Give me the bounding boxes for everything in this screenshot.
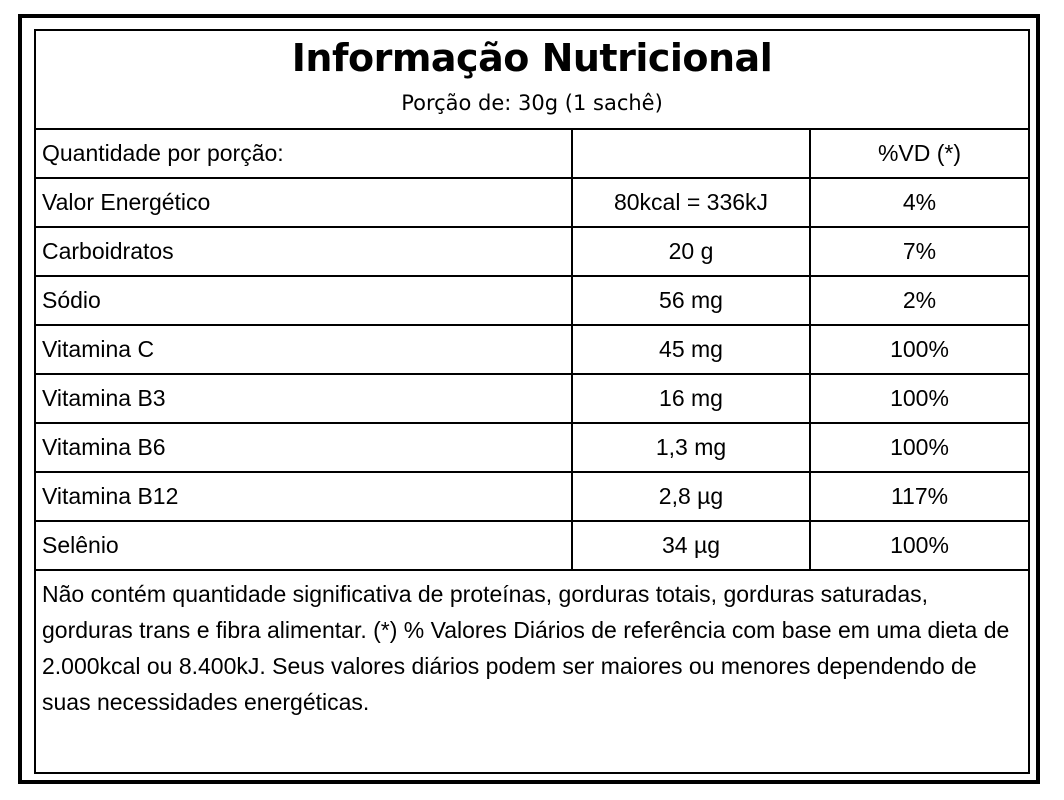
nutrient-name: Vitamina B6	[36, 423, 573, 473]
label-footnote: Não contém quantidade significativa de p…	[42, 581, 1010, 715]
nutrient-daily-value: 7%	[810, 227, 1028, 277]
label-header: Informação Nutricional Porção de: 30g (1…	[36, 31, 1028, 130]
nutrient-daily-value: 100%	[810, 374, 1028, 424]
nutrient-name: Vitamina B3	[36, 374, 573, 424]
table-row: Sódio 56 mg 2%	[36, 276, 1028, 326]
nutrient-amount: 20 g	[572, 227, 811, 277]
table-row: Vitamina B3 16 mg 100%	[36, 374, 1028, 424]
nutrition-facts-label: Informação Nutricional Porção de: 30g (1…	[34, 29, 1030, 774]
nutrient-name: Sódio	[36, 276, 573, 326]
nutrient-amount: 34 µg	[572, 521, 811, 571]
table-row: Vitamina B12 2,8 µg 117%	[36, 472, 1028, 522]
nutrient-daily-value: 100%	[810, 521, 1028, 571]
nutrient-amount: 56 mg	[572, 276, 811, 326]
nutrient-daily-value: 100%	[810, 325, 1028, 375]
header-amount	[572, 130, 811, 179]
table-header-row: Quantidade por porção: %VD (*)	[36, 130, 1028, 179]
nutrient-name: Vitamina C	[36, 325, 573, 375]
header-daily-value: %VD (*)	[810, 130, 1028, 179]
nutrient-daily-value: 2%	[810, 276, 1028, 326]
table-row: Valor Energético 80kcal = 336kJ 4%	[36, 178, 1028, 228]
serving-size: Porção de: 30g (1 sachê)	[401, 91, 663, 115]
nutrition-table: Quantidade por porção: %VD (*) Valor Ene…	[36, 130, 1028, 571]
nutrient-name: Vitamina B12	[36, 472, 573, 522]
nutrient-name: Valor Energético	[36, 178, 573, 228]
table-row: Selênio 34 µg 100%	[36, 521, 1028, 571]
nutrient-daily-value: 4%	[810, 178, 1028, 228]
nutrient-amount: 1,3 mg	[572, 423, 811, 473]
nutrient-amount: 16 mg	[572, 374, 811, 424]
nutrient-amount: 2,8 µg	[572, 472, 811, 522]
nutrient-amount: 80kcal = 336kJ	[572, 178, 811, 228]
label-outer-border	[18, 14, 1040, 784]
nutrient-amount: 45 mg	[572, 325, 811, 375]
nutrient-daily-value: 117%	[810, 472, 1028, 522]
table-row: Vitamina C 45 mg 100%	[36, 325, 1028, 375]
table-row: Carboidratos 20 g 7%	[36, 227, 1028, 277]
nutrient-name: Carboidratos	[36, 227, 573, 277]
header-quantity-label: Quantidade por porção:	[36, 130, 573, 179]
label-title: Informação Nutricional	[291, 36, 773, 80]
nutrient-name: Selênio	[36, 521, 573, 571]
nutrient-daily-value: 100%	[810, 423, 1028, 473]
table-row: Vitamina B6 1,3 mg 100%	[36, 423, 1028, 473]
